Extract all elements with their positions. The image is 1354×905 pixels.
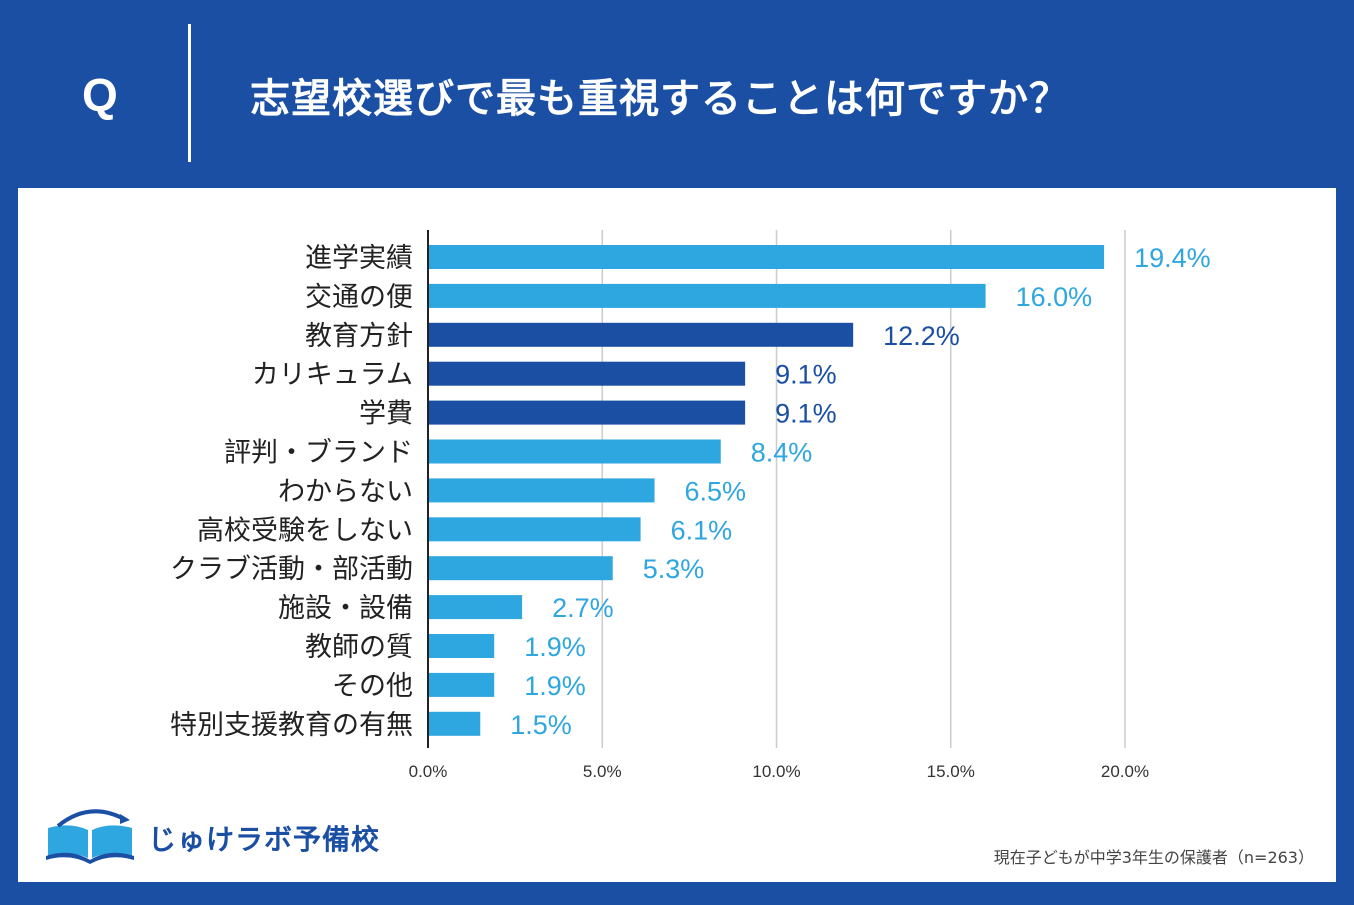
bar <box>428 245 1105 269</box>
open-book-icon <box>46 809 134 864</box>
category-label: 交通の便 <box>305 282 413 313</box>
category-label: 高校受験をしない <box>197 515 413 546</box>
category-label: 進学実績 <box>305 243 413 274</box>
value-label: 1.9% <box>524 632 586 662</box>
bar <box>428 361 746 386</box>
category-label: カリキュラム <box>252 360 413 391</box>
x-tick-label: 10.0% <box>752 762 800 781</box>
logo: じゅけラボ予備校 <box>40 806 379 866</box>
category-label: 教育方針 <box>305 321 413 352</box>
bar <box>428 711 481 736</box>
category-label: 特別支援教育の有無 <box>170 710 413 741</box>
value-label: 19.4% <box>1134 243 1211 273</box>
value-label: 2.7% <box>552 593 614 623</box>
x-tick-label: 15.0% <box>927 762 975 781</box>
value-label: 1.5% <box>510 710 572 740</box>
value-label: 16.0% <box>1016 282 1093 312</box>
value-label: 6.5% <box>685 476 747 506</box>
bar <box>428 556 613 581</box>
bar <box>428 478 655 503</box>
bar <box>428 400 746 425</box>
logo-text: じゅけラボ予備校 <box>148 823 381 856</box>
x-tick-label: 5.0% <box>583 762 622 781</box>
value-label: 8.4% <box>751 438 813 468</box>
bar <box>428 517 641 542</box>
x-tick-label: 0.0% <box>409 762 448 781</box>
category-label: 評判・ブランド <box>224 438 413 469</box>
bar <box>428 672 495 697</box>
category-label: クラブ活動・部活動 <box>170 554 413 585</box>
sample-note: 現在子どもが中学3年生の保護者（n=263） <box>993 848 1314 867</box>
value-label: 5.3% <box>643 554 705 584</box>
value-label: 6.1% <box>671 515 733 545</box>
chart-panel: 0.0% 5.0% 10.0% 15.0% 20.0% 進学実績 19.4% 交通の便 16.0… <box>18 188 1336 882</box>
value-label: 1.9% <box>524 671 586 701</box>
x-tick-label: 20.0% <box>1101 762 1149 781</box>
header: Q 志望校選びで最も重視することは何ですか？ <box>0 0 1354 188</box>
value-label: 12.2% <box>883 321 960 351</box>
category-label: 学費 <box>359 399 413 430</box>
bar-chart: 0.0% 5.0% 10.0% 15.0% 20.0% 進学実績 19.4% 交通の便 16.0… <box>170 230 1211 781</box>
category-label: その他 <box>332 671 413 702</box>
q-mark: Q <box>82 69 118 121</box>
bar <box>428 283 986 308</box>
question-title: 志望校選びで最も重視することは何ですか？ <box>250 76 1070 122</box>
value-label: 9.1% <box>775 360 837 390</box>
value-label: 9.1% <box>775 399 837 429</box>
header-divider <box>188 24 191 162</box>
bar <box>428 439 721 464</box>
bar <box>428 322 854 347</box>
category-label: わからない <box>278 476 413 507</box>
category-label: 教師の質 <box>305 632 413 663</box>
bar <box>428 595 523 620</box>
bar <box>428 634 495 658</box>
category-label: 施設・設備 <box>278 593 413 624</box>
